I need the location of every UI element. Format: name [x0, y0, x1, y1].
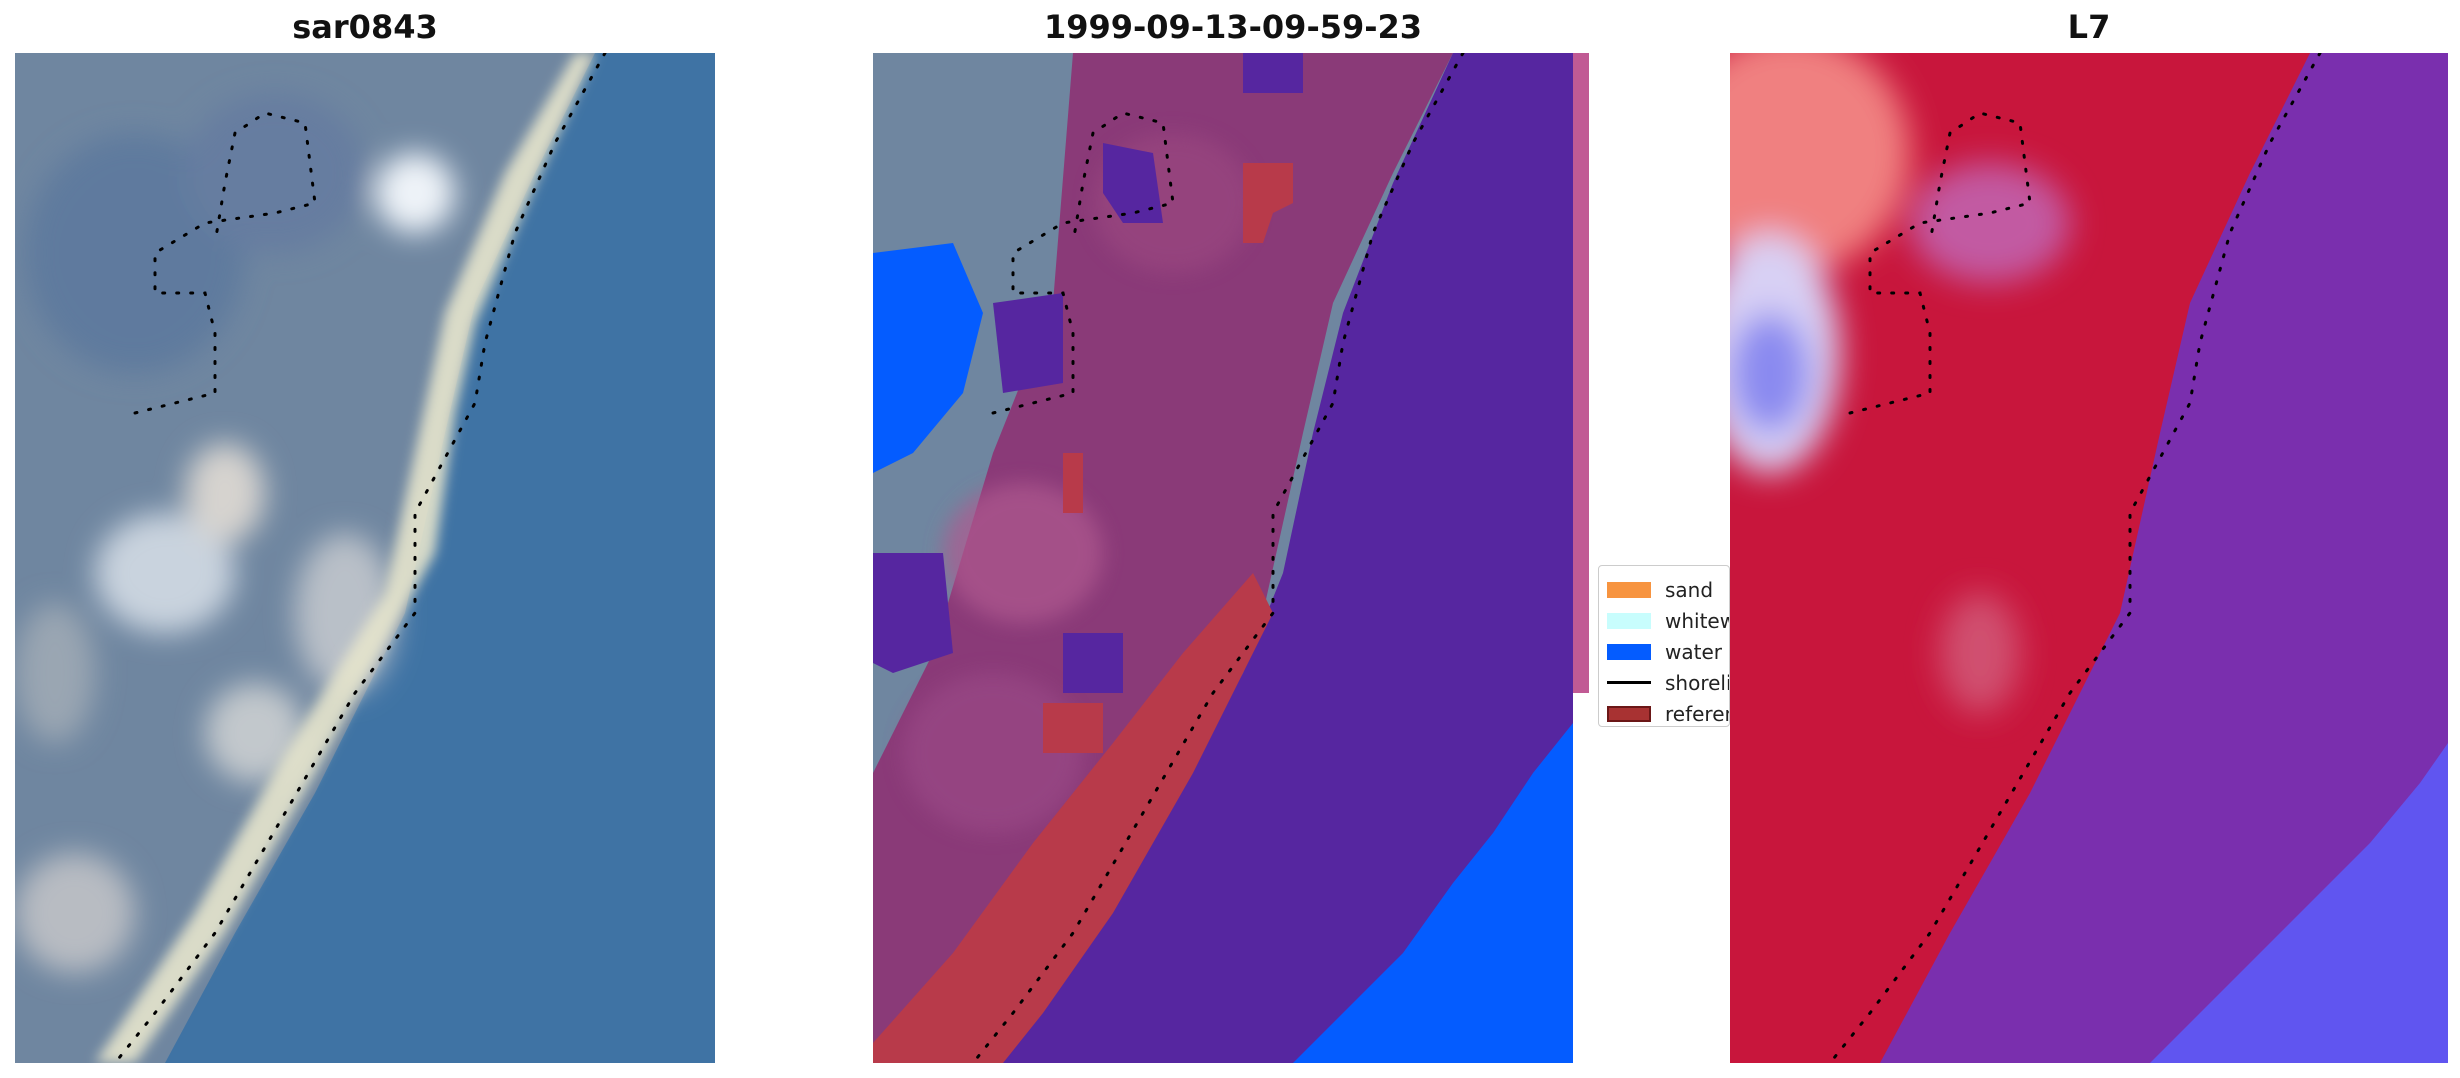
panel-title: sar0843 [292, 8, 438, 46]
classified-image [873, 53, 1589, 1063]
shoreline-swatch [1607, 681, 1651, 684]
panel-l7: L7 [1730, 0, 2448, 1078]
legend-item-shoreline: shoreline [1607, 667, 1729, 698]
legend-item-sand: sand [1607, 574, 1729, 605]
true-color-image [15, 53, 715, 1063]
water-swatch [1607, 643, 1651, 660]
panel-title: 1999-09-13-09-59-23 [1043, 8, 1423, 46]
panel-sar0843: sar0843 [15, 0, 715, 1078]
legend-label: water [1665, 639, 1722, 664]
sand-swatch [1607, 581, 1651, 598]
reference-swatch [1607, 705, 1651, 722]
legend-item-water: water [1607, 636, 1729, 667]
legend-label: reference [1665, 701, 1729, 726]
panel-title: L7 [2067, 8, 2111, 46]
whitewater-swatch [1607, 612, 1651, 629]
panel-classification: 1999-09-13-09-59-23 [873, 0, 1593, 1078]
legend-label: shoreline [1665, 670, 1729, 695]
index-image [1730, 53, 2448, 1063]
legend-label: sand [1665, 577, 1714, 602]
legend-item-reference: reference [1607, 698, 1729, 726]
